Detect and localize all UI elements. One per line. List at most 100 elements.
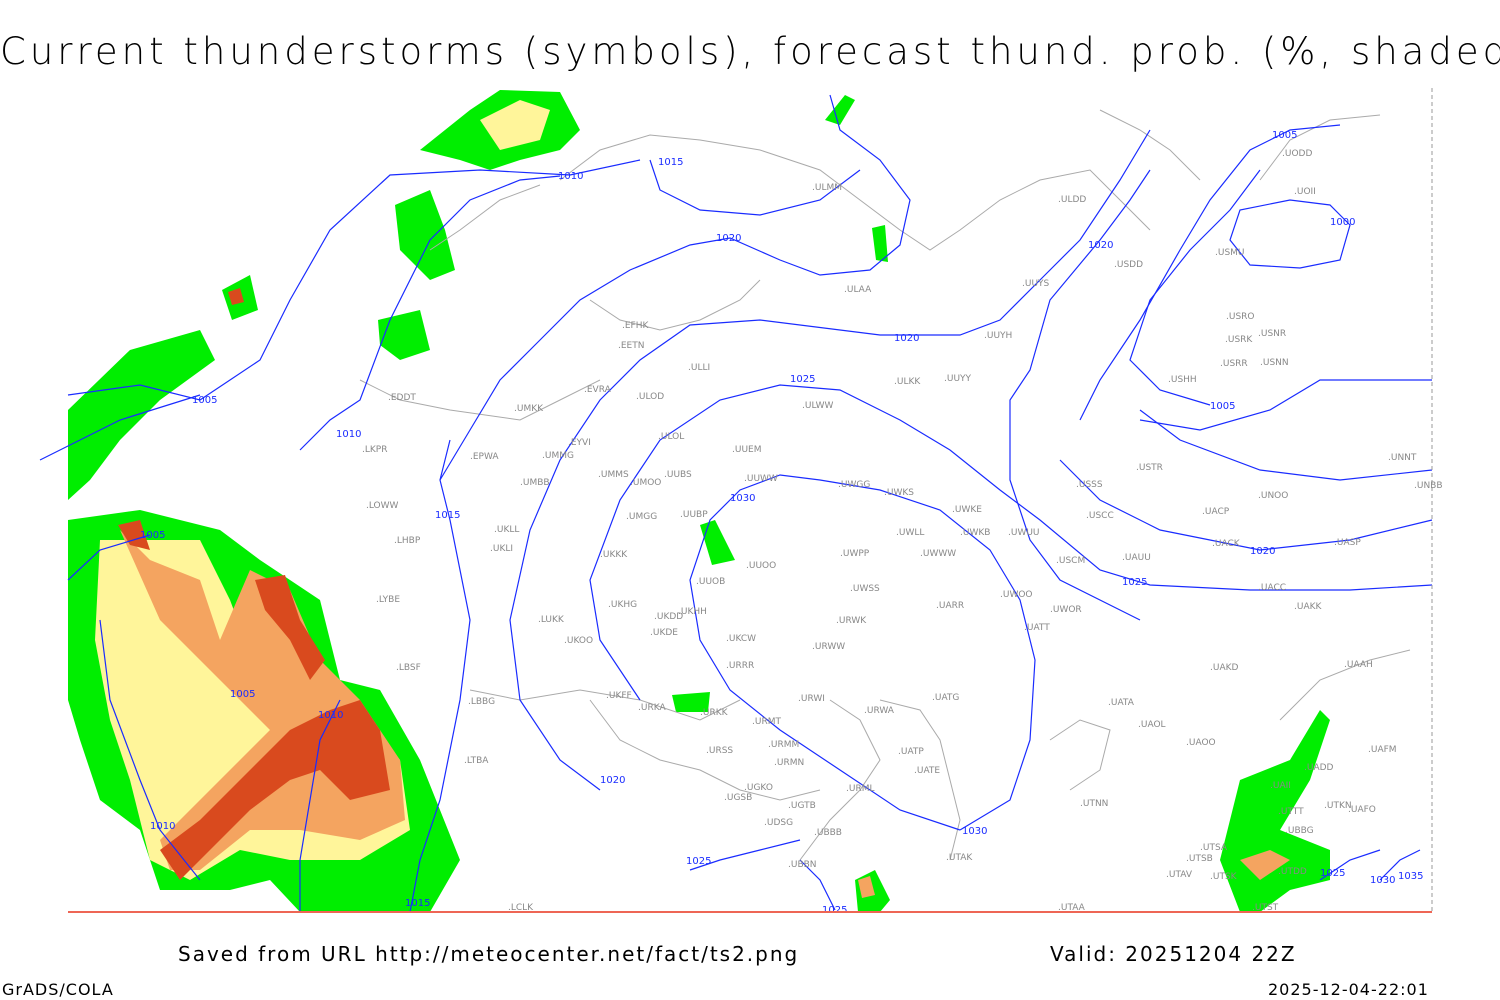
isobar-label-1000: 1000: [1330, 217, 1355, 228]
station-uscm: .USCM: [1056, 556, 1085, 566]
probability-area: [255, 575, 325, 680]
station-urwk: .URWK: [836, 616, 867, 626]
station-unoo: .UNOO: [1258, 491, 1288, 501]
isobar-label-1010: 1010: [336, 429, 361, 440]
station-umoo: .UMOO: [630, 478, 661, 488]
station-uatg: .UATG: [932, 693, 959, 703]
isobar-label-1020: 1020: [1250, 546, 1275, 557]
station-utak: .UTAK: [946, 853, 973, 863]
station-uacc: .UACC: [1258, 583, 1286, 593]
isobar: [299, 175, 561, 451]
isobar: [1319, 849, 1381, 881]
isobar: [589, 384, 1433, 701]
station-uatp: .UATP: [898, 747, 924, 757]
isobar-label-1035: 1035: [1398, 871, 1423, 882]
station-urmt: .URMT: [752, 717, 781, 727]
station-lkpr: .LKPR: [362, 445, 387, 455]
station-lbbg: .LBBG: [468, 697, 495, 707]
station-uauu: .UAUU: [1122, 553, 1151, 563]
station-lhbp: .LHBP: [394, 536, 421, 546]
station-eetn: .EETN: [618, 341, 644, 351]
isobar-label-1020: 1020: [1088, 240, 1113, 251]
station-ulol: .ULOL: [658, 432, 684, 442]
station-uatt: .UATT: [1024, 623, 1050, 633]
station-lclk: .LCLK: [508, 903, 534, 913]
station-lbsf: .LBSF: [396, 663, 421, 673]
station-uubs: .UUBS: [664, 470, 692, 480]
station-ugko: .UGKO: [744, 783, 773, 793]
probability-area: [378, 310, 430, 360]
station-evra: .EVRA: [584, 385, 612, 395]
isobar: [1059, 459, 1433, 551]
isobar-label-1005: 1005: [192, 395, 217, 406]
station-uwss: .UWSS: [850, 584, 880, 594]
station-usnn: .USNN: [1260, 358, 1289, 368]
station-urww: .URWW: [812, 642, 845, 652]
isobar-label-1025: 1025: [790, 374, 815, 385]
isobar-label-1015: 1015: [405, 898, 430, 909]
station-ustr: .USTR: [1136, 463, 1163, 473]
isobar-label-1015: 1015: [435, 510, 460, 521]
station-uata: .UATA: [1108, 698, 1135, 708]
station-uwgg: .UWGG: [838, 480, 870, 490]
station-labels: .ULMM .ULDD .UODD .UOII .USDD .USMU .ULAA .UUYS…: [362, 149, 1443, 913]
probability-area: [825, 95, 855, 125]
isobar: [1139, 409, 1433, 481]
station-umkk: .UMKK: [514, 404, 544, 414]
isobar: [99, 619, 201, 881]
isobar-label-1005: 1005: [1210, 401, 1235, 412]
isobar: [689, 474, 1036, 831]
isobars: [39, 94, 1433, 913]
isobar: [799, 859, 836, 911]
isobar: [67, 534, 151, 581]
station-utdd: .UTDD: [1278, 867, 1307, 877]
station-ulod: .ULOD: [636, 392, 664, 402]
station-eddt: .EDDT: [388, 393, 416, 403]
station-ulmm: .ULMM: [812, 183, 842, 193]
station-uuww: .UUWW: [744, 474, 778, 484]
station-uscc: .USCC: [1086, 511, 1114, 521]
station-ubbb: .UBBB: [814, 828, 842, 838]
isobar-label-1020: 1020: [894, 333, 919, 344]
isobar-label-1030: 1030: [962, 826, 987, 837]
station-uwks: .UWKS: [884, 488, 914, 498]
station-urka: .URKA: [638, 703, 666, 713]
station-uuys: .UUYS: [1022, 279, 1050, 289]
isobar: [1129, 169, 1261, 406]
probability-area: [228, 288, 244, 305]
station-ukhg: .UKHG: [608, 600, 637, 610]
isobar: [689, 839, 801, 871]
station-ulww: .ULWW: [802, 401, 834, 411]
station-ukdd: .UKDD: [654, 612, 683, 622]
station-uaol: .UAOL: [1138, 720, 1166, 730]
station-ukkk: .UKKK: [600, 550, 628, 560]
isobar-label-1010: 1010: [318, 710, 343, 721]
station-umgg: .UMGG: [626, 512, 657, 522]
station-ukde: .UKDE: [650, 628, 678, 638]
coastline: [469, 689, 741, 721]
probability-area: [68, 330, 215, 500]
probability-area: [160, 700, 390, 880]
coastline: [1049, 719, 1111, 791]
station-usrk: .USRK: [1225, 335, 1253, 345]
station-uldd: .ULDD: [1058, 195, 1086, 205]
station-uodd: .UODD: [1282, 149, 1312, 159]
station-umbb: .UMBB: [520, 478, 550, 488]
station-uuyh: .UUYH: [984, 331, 1012, 341]
isobar-label-1030: 1030: [730, 493, 755, 504]
station-utsk: .UTSK: [1210, 872, 1238, 882]
probability-area: [118, 520, 150, 550]
station-urmn: .URMN: [774, 758, 804, 768]
station-ukll: .UKLL: [494, 525, 519, 535]
probability-area: [858, 876, 875, 898]
probability-area: [700, 520, 735, 565]
station-ukhh: .UKHH: [678, 607, 707, 617]
station-utnn: .UTNN: [1080, 799, 1108, 809]
isobar-label-1005: 1005: [1272, 130, 1297, 141]
station-uakk: .UAKK: [1294, 602, 1323, 612]
station-uuob: .UUOB: [696, 577, 725, 587]
station-urmm: .URMM: [768, 740, 799, 750]
station-urkk: .URKK: [700, 708, 729, 718]
isobar-label-1020: 1020: [600, 775, 625, 786]
isobar-label-1010: 1010: [150, 821, 175, 832]
